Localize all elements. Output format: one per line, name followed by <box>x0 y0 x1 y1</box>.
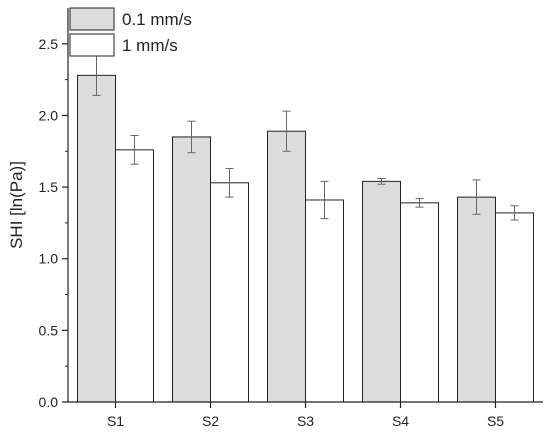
bar-s2-series-1 <box>172 136 211 403</box>
x-tick-label: S4 <box>392 413 409 429</box>
x-ticks: S1 S2 S3 S4 S5 <box>107 402 504 429</box>
legend-swatch-series-2 <box>69 33 115 57</box>
x-tick-label: S3 <box>297 413 314 429</box>
bar-s4-series-2 <box>400 202 439 403</box>
x-tick-label: S2 <box>202 413 219 429</box>
y-tick-label: 2.5 <box>39 36 59 52</box>
y-tick-label: 0.0 <box>39 394 59 410</box>
y-tick-label: 1.0 <box>39 251 59 267</box>
bar-s2-series-2 <box>210 182 249 403</box>
bar-s5-series-1 <box>457 196 496 403</box>
y-tick-label: 1.5 <box>39 179 59 195</box>
error-bars-layer <box>92 54 519 221</box>
y-axis-title: SHI [ln(Pa)] <box>7 161 26 249</box>
x-tick-label: S1 <box>107 413 124 429</box>
y-ticks: 0.0 0.5 1.0 1.5 2.0 2.5 <box>39 36 68 410</box>
legend-label-series-2: 1 mm/s <box>122 36 178 55</box>
y-tick-label: 0.5 <box>39 322 59 338</box>
x-tick-label: S5 <box>487 413 504 429</box>
legend-swatch-series-1 <box>69 7 115 31</box>
y-tick-label: 2.0 <box>39 107 59 123</box>
bar-s3-series-1 <box>267 130 306 403</box>
legend-label-series-1: 0.1 mm/s <box>122 10 192 29</box>
bar-s5-series-2 <box>495 212 534 403</box>
bar-s1-series-1 <box>77 74 116 403</box>
bars-layer <box>77 74 534 403</box>
legend: 0.1 mm/s 1 mm/s <box>69 7 192 57</box>
bar-s1-series-2 <box>115 149 154 403</box>
bar-s4-series-1 <box>362 180 401 403</box>
bar-s3-series-2 <box>305 199 344 403</box>
